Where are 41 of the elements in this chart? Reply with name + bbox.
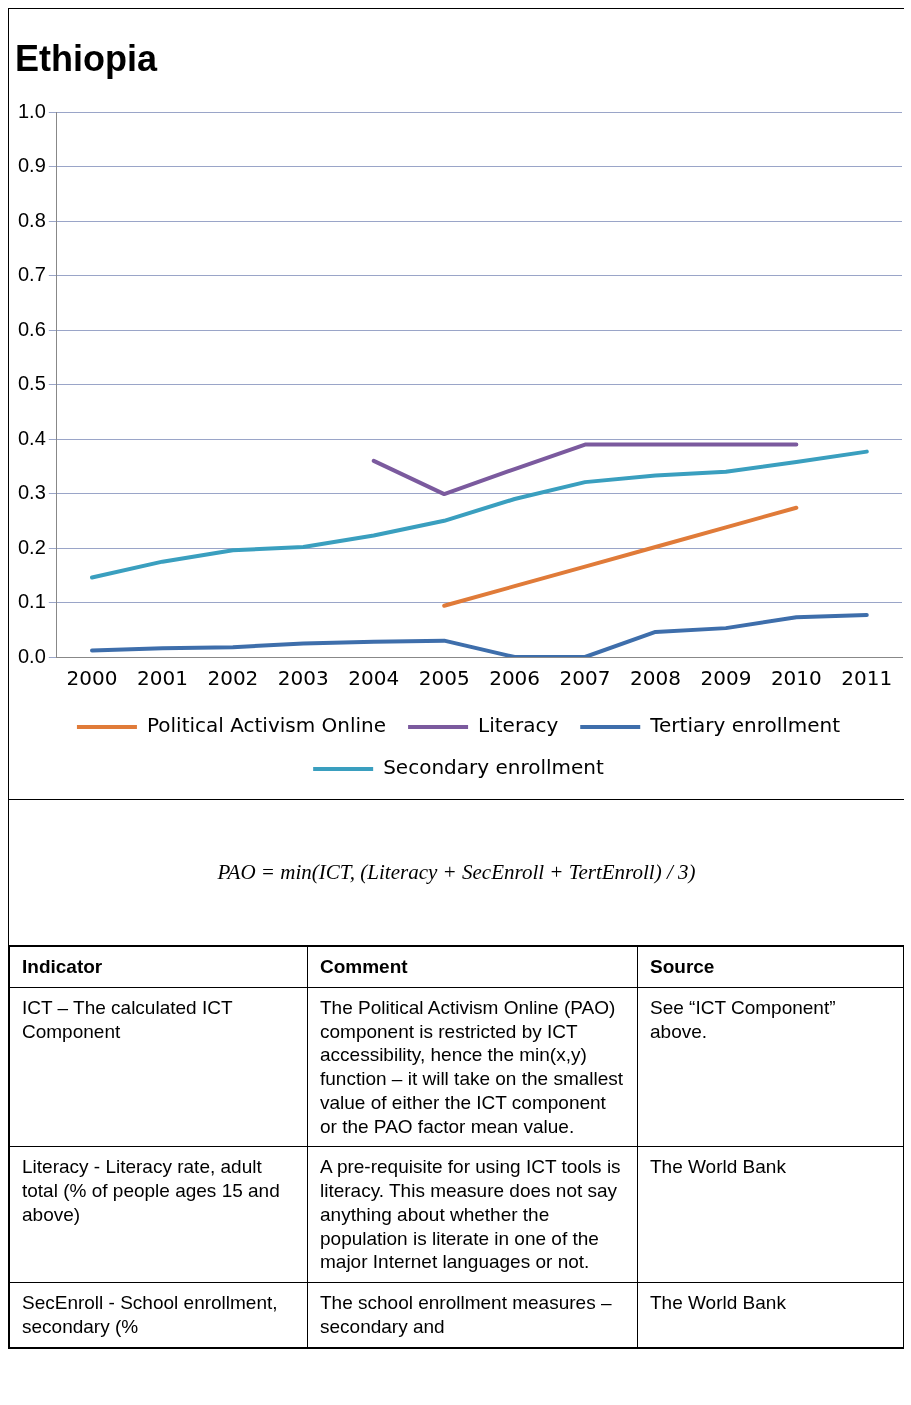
y-tick-label: 0.8 <box>17 208 46 231</box>
legend-label: Political Activism Online <box>146 713 387 738</box>
x-tick-label: 2009 <box>700 666 752 691</box>
y-tick-label: 0.0 <box>17 644 46 667</box>
x-tick-label: 2002 <box>207 666 259 691</box>
text: See “ICT Component” above. <box>637 987 904 1147</box>
x-tick-label: 2011 <box>841 666 893 691</box>
text: SecEnroll - School enrollment, secondary (% <box>9 1282 308 1347</box>
y-tick-label: 0.5 <box>17 372 46 395</box>
y-tick-label: 1.0 <box>17 99 46 122</box>
legend-label: Literacy <box>478 713 559 738</box>
x-tick-label: 2005 <box>418 666 470 691</box>
text: ICT – The calculated ICT Component <box>9 987 308 1147</box>
y-tick-label: 0.3 <box>17 481 46 504</box>
x-tick-label: 2008 <box>630 666 681 691</box>
y-tick-label: 0.9 <box>17 154 46 177</box>
x-tick-label: 2004 <box>348 666 400 691</box>
text: Comment <box>307 946 638 988</box>
x-tick-label: 2003 <box>277 666 329 691</box>
y-tick-label: 0.4 <box>17 426 46 449</box>
x-tick-label: 2007 <box>559 666 611 691</box>
text: A pre-requisite for using ICT tools is literacy. This measure does not say anything about whether the population is literate in one of the major Internet languages or not. <box>307 1146 638 1283</box>
legend-label: Tertiary enrollment <box>649 713 841 738</box>
text: Literacy - Literacy rate, adult total (% of people ages 15 and above) <box>9 1146 308 1283</box>
y-tick-label: 0.6 <box>17 317 46 340</box>
text: The school enrollment measures – secondary and <box>307 1282 638 1347</box>
x-tick-label: 2001 <box>137 666 188 691</box>
y-tick-label: 0.2 <box>17 535 46 558</box>
chart-title: Ethiopia <box>15 37 158 79</box>
y-tick-label: 0.1 <box>17 590 46 613</box>
text: The World Bank <box>637 1282 904 1347</box>
legend-label: Secondary enrollment <box>383 755 604 780</box>
x-tick-label: 2006 <box>489 666 541 691</box>
x-tick-label: 2000 <box>66 666 118 691</box>
text: Indicator <box>9 946 308 988</box>
y-tick-label: 0.7 <box>17 263 46 286</box>
text: Source <box>637 946 904 988</box>
text: The World Bank <box>637 1146 904 1283</box>
text: The Political Activism Online (PAO) component is restricted by ICT accessibility, hence the min(x,y) function – it will take on the smallest value of either the ICT component or the PAO factor mean value. <box>307 987 638 1147</box>
text: PAO = min(ICT, (Literacy + SecEnroll + TertEnroll) / 3) <box>9 800 904 946</box>
x-tick-label: 2010 <box>770 666 822 691</box>
